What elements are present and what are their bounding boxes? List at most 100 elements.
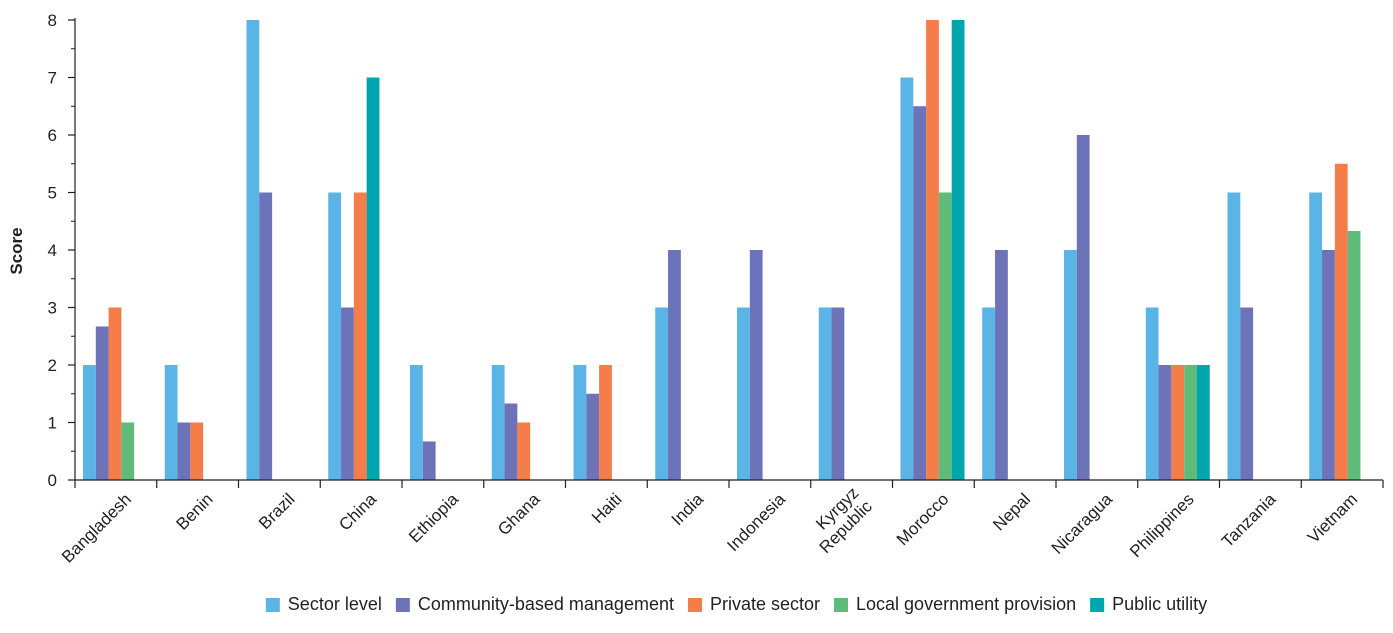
bar (1347, 231, 1361, 480)
x-tick-label-line: Morocco (893, 490, 953, 550)
x-tick-label-line: Philippines (1126, 490, 1198, 562)
bar (95, 326, 109, 480)
x-tick-label-line: China (335, 489, 380, 534)
bar (1145, 307, 1159, 480)
x-tick-label-line: Indonesia (723, 489, 789, 555)
y-tick-label: 0 (48, 471, 57, 490)
bar (504, 403, 518, 480)
bar (1334, 163, 1348, 480)
x-tick-label: Brazil (255, 490, 298, 533)
bar (818, 307, 832, 480)
y-axis-title: Score (7, 227, 26, 274)
legend-swatch (265, 598, 280, 612)
bar (573, 365, 587, 480)
legend-label: Public utility (1112, 594, 1207, 614)
bar (737, 307, 750, 480)
bar (982, 307, 996, 480)
y-tick-label: 4 (48, 241, 57, 260)
y-tick-label: 3 (48, 299, 57, 318)
bar (831, 307, 845, 480)
x-tick-label: China (335, 489, 380, 534)
bar (177, 422, 191, 480)
x-tick-label: Benin (172, 490, 216, 534)
x-tick-label-line: Vietnam (1304, 490, 1361, 547)
legend-item: Local government provision (834, 594, 1076, 614)
x-tick-label: KyrgyzRepublic (802, 483, 876, 557)
bar (900, 77, 914, 480)
bar (422, 441, 436, 480)
legend-swatch (395, 598, 410, 612)
x-tick-label-line: Brazil (255, 490, 298, 533)
x-tick-label: India (668, 489, 708, 529)
x-tick-label-line: Tanzania (1218, 489, 1280, 551)
x-tick-label: Indonesia (723, 489, 789, 555)
x-tick-label-line: Nepal (989, 490, 1034, 535)
x-tick-label-line: Ethiopia (405, 489, 462, 546)
x-tick-label-line: Benin (172, 490, 216, 534)
x-tick-label-line: Bangladesh (58, 490, 135, 567)
legend-swatch (834, 598, 849, 612)
y-tick-label: 1 (48, 414, 57, 433)
x-tick-label: Vietnam (1304, 490, 1361, 547)
bar (121, 422, 135, 480)
legend-item: Private sector (687, 594, 820, 614)
bar (190, 422, 204, 480)
y-tick-label: 5 (48, 184, 57, 203)
x-tick-label: Ethiopia (405, 489, 462, 546)
bar (1240, 307, 1254, 480)
bar (353, 192, 367, 480)
x-tick-label: Morocco (893, 490, 953, 550)
legend-swatch (1090, 598, 1105, 612)
legend-label: Local government provision (856, 594, 1076, 614)
bar (328, 192, 342, 480)
legend-swatch (687, 598, 702, 612)
legend-label: Private sector (710, 594, 820, 614)
bar (913, 106, 927, 480)
bar (1196, 365, 1210, 480)
bar (341, 307, 354, 480)
legend-item: Sector level (265, 594, 382, 614)
legend-label: Community-based management (418, 594, 674, 614)
bar (491, 365, 505, 480)
bar (655, 307, 669, 480)
x-tick-label: Philippines (1126, 490, 1198, 562)
bar (599, 365, 612, 480)
bar (164, 365, 178, 480)
y-axis: 0 1 2 3 4 5 6 7 8 (48, 11, 76, 490)
x-tick-label: Tanzania (1218, 489, 1280, 551)
x-tick-label: Nepal (989, 490, 1034, 535)
bar (586, 393, 600, 480)
y-tick-label: 8 (48, 11, 57, 30)
x-tick-label-line: Haiti (588, 490, 625, 527)
bar (926, 20, 939, 480)
bar (1076, 135, 1090, 480)
legend-item: Community-based management (395, 594, 674, 614)
bar (410, 365, 423, 480)
bar (749, 250, 763, 480)
bar (1322, 250, 1335, 480)
x-tick-label: Ghana (494, 489, 544, 539)
bar (995, 250, 1008, 480)
bar (83, 365, 96, 480)
bar (938, 192, 952, 480)
legend-item: Public utility (1090, 594, 1207, 614)
x-tick-label: Bangladesh (58, 490, 135, 567)
bar (1158, 365, 1172, 480)
bar (668, 250, 681, 480)
bar (517, 422, 531, 480)
bar (259, 192, 273, 480)
x-tick-label: Nicaragua (1048, 489, 1117, 558)
bar (951, 20, 965, 480)
legend-label: Sector level (288, 594, 382, 614)
x-tick-label: Haiti (588, 490, 625, 527)
x-tick-label-line: Nicaragua (1048, 489, 1117, 558)
bar (1064, 250, 1077, 480)
x-tick-label-line: India (668, 489, 708, 529)
y-tick-label: 2 (48, 356, 57, 375)
bar (1227, 192, 1241, 480)
bars (83, 20, 1361, 480)
bar (366, 77, 380, 480)
bar (108, 307, 122, 480)
y-tick-label: 7 (48, 69, 57, 88)
